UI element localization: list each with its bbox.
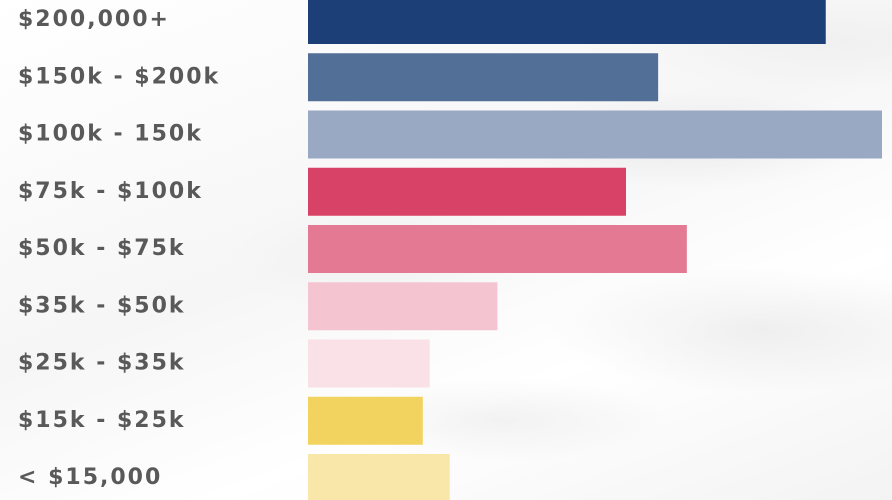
bars — [308, 0, 882, 500]
category-label-2: $100k - 150k — [18, 122, 203, 147]
bar-1 — [308, 53, 659, 102]
category-label-7: $15k - $25k — [18, 408, 186, 433]
bar-4 — [308, 225, 687, 273]
category-label-6: $25k - $35k — [18, 351, 186, 376]
bar-0 — [308, 0, 826, 44]
category-label-5: $35k - $50k — [18, 293, 186, 318]
bar-2 — [308, 110, 882, 159]
bar-3 — [308, 167, 626, 216]
bar-5 — [308, 282, 498, 331]
bar-6 — [308, 339, 430, 388]
bar-7 — [308, 396, 423, 445]
category-label-3: $75k - $100k — [18, 179, 203, 204]
category-label-8: < $15,000 — [18, 465, 162, 490]
bar-8 — [308, 454, 450, 500]
category-labels: $200,000+ $150k - $200k $100k - 150k $75k -… — [18, 7, 220, 490]
category-label-0: $200,000+ — [18, 7, 170, 32]
category-label-4: $50k - $75k — [18, 236, 186, 261]
category-label-1: $150k - $200k — [18, 64, 220, 89]
